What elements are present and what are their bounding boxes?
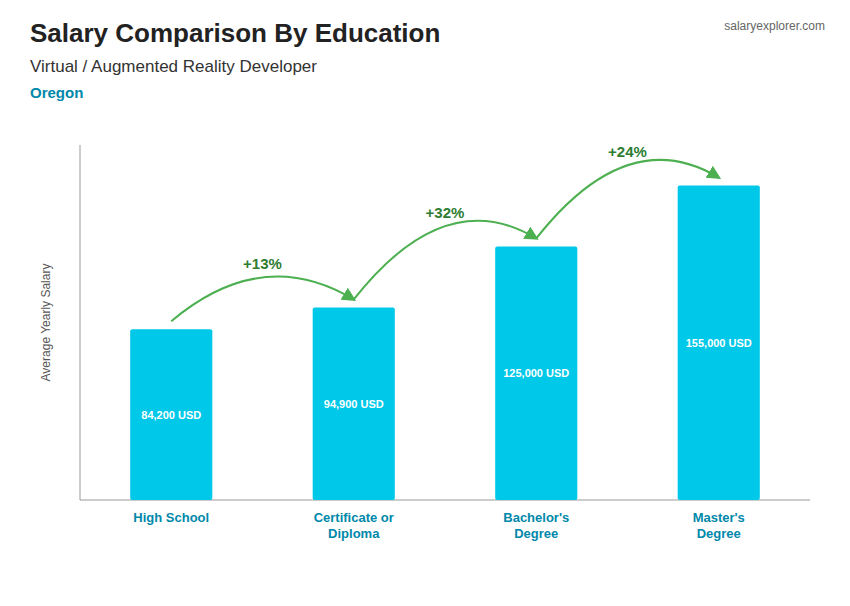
subtitle: Virtual / Augmented Reality Developer bbox=[30, 57, 317, 76]
x-tick-label: High School bbox=[133, 510, 209, 525]
y-axis-line bbox=[80, 145, 81, 500]
bars bbox=[130, 186, 760, 500]
annotation: +32% bbox=[426, 204, 465, 221]
annotation: +24% bbox=[608, 143, 647, 160]
chart-container: Salary Comparison By Education Virtual / … bbox=[0, 0, 850, 606]
data-label: 84,200 USD bbox=[141, 409, 201, 421]
x-tick-label: Bachelor'sDegree bbox=[503, 510, 569, 541]
y-axis-label: Average Yearly Salary bbox=[39, 264, 53, 382]
bar bbox=[495, 246, 577, 500]
bar bbox=[678, 186, 760, 500]
x-tick-label: Master'sDegree bbox=[693, 510, 745, 541]
data-label: 125,000 USD bbox=[503, 367, 569, 379]
data-label: 155,000 USD bbox=[686, 337, 752, 349]
data-label: 94,900 USD bbox=[324, 398, 384, 410]
location: Oregon bbox=[30, 84, 83, 101]
source: salaryexplorer.com bbox=[724, 19, 825, 33]
chart-svg: Salary Comparison By Education Virtual / … bbox=[0, 0, 850, 606]
change-arrow bbox=[536, 160, 719, 239]
title: Salary Comparison By Education bbox=[30, 18, 440, 48]
x-tick-label: Certificate orDiploma bbox=[314, 510, 394, 541]
bar bbox=[130, 329, 212, 500]
annotation: +13% bbox=[243, 255, 282, 272]
bar bbox=[313, 307, 395, 500]
change-arrow bbox=[354, 221, 537, 300]
change-arrow bbox=[171, 277, 354, 322]
